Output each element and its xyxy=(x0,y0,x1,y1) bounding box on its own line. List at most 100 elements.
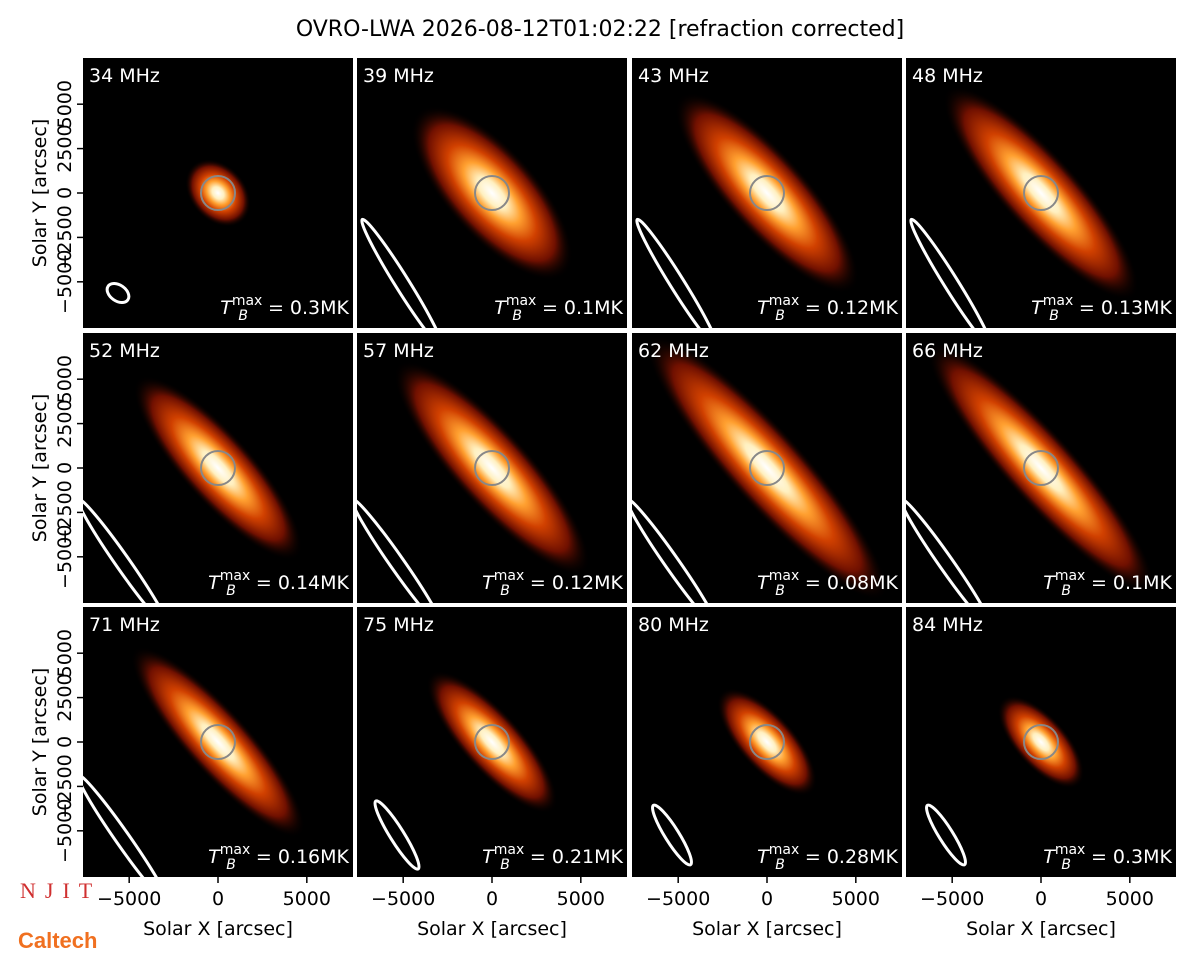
x-tick-label: −5000 xyxy=(920,888,984,910)
tb-symbol: T xyxy=(208,572,221,594)
solar-disk xyxy=(200,175,236,211)
tb-value: = 0.21MK xyxy=(530,846,624,868)
tb-value: = 0.08MK xyxy=(805,572,899,594)
y-tick-label: −2500 xyxy=(54,205,76,269)
tb-value: = 0.12MK xyxy=(805,297,899,319)
emission xyxy=(927,343,1155,593)
tb-symbol: T xyxy=(1043,572,1056,594)
tb-value: = 0.12MK xyxy=(530,572,624,594)
tb-sup: max xyxy=(1055,842,1086,858)
panel xyxy=(632,333,902,603)
tb-sup: max xyxy=(1043,293,1074,309)
panel-label: 84 MHz xyxy=(912,614,983,636)
tb-sub: B xyxy=(226,857,236,873)
x-tick-label: 0 xyxy=(1035,888,1047,910)
y-tick-label: −5000 xyxy=(54,250,76,314)
y-tick-label: −5000 xyxy=(54,799,76,863)
tb-value: = 0.1MK xyxy=(542,297,624,319)
tb-annotation: Tmax B = 0.1MK xyxy=(494,293,623,324)
solar-disk xyxy=(1023,450,1059,486)
tb-sup: max xyxy=(506,293,537,309)
tb-sub: B xyxy=(1061,857,1071,873)
tb-symbol: T xyxy=(757,572,770,594)
emission xyxy=(131,646,305,838)
emission xyxy=(646,335,888,601)
emission xyxy=(997,695,1085,789)
solar-disk xyxy=(749,175,785,211)
panel xyxy=(906,607,1176,877)
tb-annotation: Tmax B = 0.14MK xyxy=(208,568,349,599)
tb-annotation: Tmax B = 0.28MK xyxy=(757,842,898,873)
y-tick-label: 0 xyxy=(54,736,76,748)
y-tick-label: 2500 xyxy=(54,399,76,447)
y-tick-label: 0 xyxy=(54,187,76,199)
panel xyxy=(357,58,627,328)
solar-disk xyxy=(474,175,510,211)
panel-label: 39 MHz xyxy=(363,65,434,87)
tb-value: = 0.13MK xyxy=(1079,297,1173,319)
x-tick-label: 5000 xyxy=(832,888,880,910)
x-axis-label: Solar X [arcsec] xyxy=(143,918,293,940)
tb-sup: max xyxy=(220,842,251,858)
panel-label: 48 MHz xyxy=(912,65,983,87)
y-tick-label: 0 xyxy=(54,462,76,474)
emission xyxy=(943,85,1139,301)
tb-sup: max xyxy=(232,293,263,309)
emission xyxy=(185,159,251,227)
tb-sub: B xyxy=(512,308,522,324)
tb-value: = 0.3MK xyxy=(1091,846,1173,868)
y-tick-label: −2500 xyxy=(54,480,76,544)
beam xyxy=(632,497,719,603)
tb-symbol: T xyxy=(1031,297,1044,319)
x-axis-label: Solar X [arcsec] xyxy=(692,918,842,940)
y-tick-label: 2500 xyxy=(54,124,76,172)
panel-label: 80 MHz xyxy=(638,614,709,636)
beam xyxy=(373,799,421,871)
beam xyxy=(635,217,719,328)
emission xyxy=(426,670,558,814)
solar-disk xyxy=(1023,724,1059,760)
beam xyxy=(357,497,444,603)
panel-label: 57 MHz xyxy=(363,340,434,362)
x-tick-label: 0 xyxy=(212,888,224,910)
solar-disk xyxy=(749,724,785,760)
panel xyxy=(83,607,353,877)
panel-label: 52 MHz xyxy=(89,340,160,362)
tb-sub: B xyxy=(500,857,510,873)
panel-label: 34 MHz xyxy=(89,65,160,87)
beam xyxy=(83,497,170,603)
x-axis-label: Solar X [arcsec] xyxy=(966,918,1116,940)
tb-sub: B xyxy=(500,583,510,599)
tb-sup: max xyxy=(769,842,800,858)
tb-annotation: Tmax B = 0.1MK xyxy=(1043,568,1172,599)
y-axis-label: Solar Y [arcsec] xyxy=(29,668,51,816)
y-tick-label: 5000 xyxy=(54,355,76,403)
beam xyxy=(83,773,170,877)
tb-symbol: T xyxy=(494,297,507,319)
tb-annotation: Tmax B = 0.12MK xyxy=(757,293,898,324)
tb-sub: B xyxy=(775,308,785,324)
solar-disk xyxy=(474,724,510,760)
beam xyxy=(105,281,131,305)
panel xyxy=(357,607,627,877)
x-tick-label: 0 xyxy=(761,888,773,910)
chart-title: OVRO-LWA 2026-08-12T01:02:22 [refraction… xyxy=(296,17,904,42)
tb-annotation: Tmax B = 0.21MK xyxy=(482,842,623,873)
tb-sup: max xyxy=(494,842,525,858)
x-tick-label: 5000 xyxy=(283,888,331,910)
tb-sup: max xyxy=(769,293,800,309)
tb-symbol: T xyxy=(482,572,495,594)
tb-sup: max xyxy=(220,568,251,584)
emission xyxy=(675,92,859,294)
y-tick-label: −2500 xyxy=(54,754,76,818)
tb-annotation: Tmax B = 0.12MK xyxy=(482,568,623,599)
tb-annotation: Tmax B = 0.3MK xyxy=(1043,842,1172,873)
x-tick-label: 0 xyxy=(486,888,498,910)
x-tick-label: 5000 xyxy=(557,888,605,910)
panel xyxy=(83,58,353,328)
tb-symbol: T xyxy=(757,297,770,319)
tb-symbol: T xyxy=(757,846,770,868)
solar-disk xyxy=(749,450,785,486)
tb-value: = 0.3MK xyxy=(268,297,350,319)
tb-sub: B xyxy=(238,308,248,324)
